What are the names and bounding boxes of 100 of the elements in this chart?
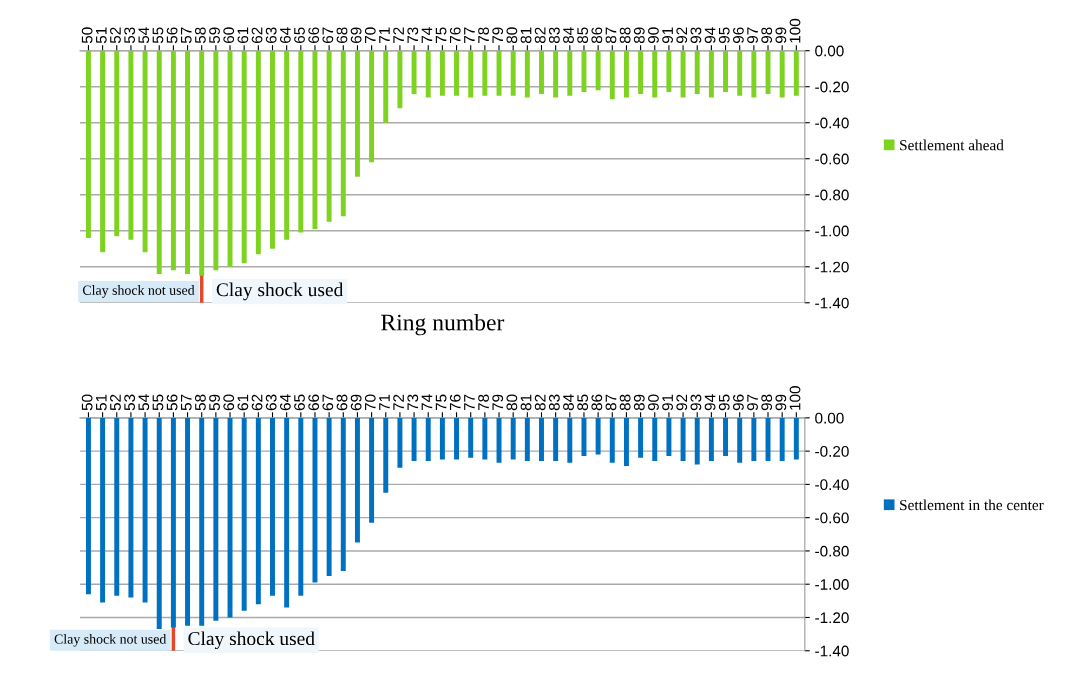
x-tick-label: 75 (435, 394, 447, 411)
x-tick-label: 91 (662, 394, 674, 411)
x-tick-label: 98 (761, 394, 773, 411)
x-tick-label: 76 (449, 27, 461, 43)
x-tick-label: 69 (350, 27, 362, 43)
x-tick-label: 93 (690, 394, 702, 411)
x-tick-label: 78 (478, 27, 489, 43)
x-tick-label: 78 (478, 394, 489, 411)
x-tick-label: 73 (407, 27, 419, 43)
x-tick-label: 85 (577, 394, 589, 411)
x-tick-label: 70 (364, 394, 376, 411)
x-tick-label: 98 (761, 27, 773, 44)
x-tick-label: 63 (265, 27, 277, 43)
x-tick-label: 76 (449, 394, 461, 411)
x-tick-label: 62 (251, 394, 263, 411)
legend-label: Settlement ahead (900, 139, 1004, 151)
x-tick-label: 52 (110, 27, 121, 44)
x-tick-label: 64 (279, 394, 291, 411)
x-tick-label: 81 (520, 394, 532, 411)
y-tick-label: -0.60 (815, 512, 849, 524)
x-tick-label: 96 (732, 27, 744, 44)
x-tick-label: 80 (506, 394, 518, 411)
x-tick-label: 88 (619, 27, 631, 44)
x-tick-label: 73 (407, 394, 419, 411)
x-tick-label: 99 (775, 27, 787, 44)
x-tick-label: 57 (180, 27, 192, 44)
x-tick-label: 77 (464, 27, 475, 43)
x-tick-label: 68 (336, 27, 348, 43)
x-tick-label: 90 (648, 27, 659, 44)
y-tick-label: -0.40 (815, 479, 849, 491)
x-tick-label: 72 (393, 394, 404, 411)
x-tick-label: 84 (563, 394, 574, 411)
x-tick-label: 58 (194, 394, 206, 411)
x-tick-label: 53 (124, 394, 136, 411)
y-tick-label: -0.60 (815, 153, 849, 165)
x-tick-label: 51 (96, 27, 107, 44)
x-tick-label: 93 (690, 27, 702, 44)
x-tick-label: 74 (421, 27, 433, 43)
x-tick-label: 96 (732, 394, 744, 411)
x-tick-label: 62 (251, 27, 263, 43)
x-tick-label: 97 (747, 394, 758, 411)
y-tick-label: -0.80 (815, 189, 849, 201)
annotation: Clay shock not used (82, 285, 195, 298)
x-tick-label: 100 (789, 386, 801, 410)
x-tick-label: 72 (393, 27, 404, 43)
y-tick-label: -1.00 (815, 225, 849, 237)
x-tick-label: 71 (379, 394, 390, 411)
x-tick-label: 90 (648, 394, 659, 411)
x-tick-label: 66 (308, 27, 320, 43)
x-tick-label: 50 (81, 394, 93, 411)
x-tick-label: 82 (534, 394, 546, 411)
y-tick-label: 0.00 (815, 412, 844, 424)
x-tick-label: 83 (548, 27, 560, 44)
annotation: Clay shock used (188, 631, 315, 650)
x-tick-label: 55 (152, 27, 164, 44)
annotation: Clay shock not used (54, 633, 167, 647)
x-tick-label: 92 (676, 27, 688, 44)
x-tick-label: 56 (166, 27, 178, 44)
x-tick-label: 57 (180, 394, 192, 411)
x-tick-label: 77 (464, 394, 475, 411)
x-tick-label: 92 (676, 394, 688, 411)
x-tick-label: 95 (718, 394, 730, 411)
x-tick-label: 81 (520, 27, 532, 44)
x-tick-label: 87 (605, 27, 617, 44)
x-tick-label: 53 (124, 27, 136, 44)
x-tick-label: 60 (223, 394, 235, 411)
x-tick-label: 91 (662, 27, 674, 44)
y-tick-label: -0.20 (815, 81, 849, 93)
x-tick-label: 88 (619, 394, 631, 411)
x-tick-label: 55 (152, 394, 164, 411)
x-tick-label: 79 (492, 394, 504, 411)
x-tick-label: 99 (775, 394, 787, 411)
x-tick-label: 71 (379, 27, 390, 43)
x-tick-label: 89 (633, 394, 645, 411)
x-tick-label: 54 (138, 27, 150, 44)
y-tick-label: -1.20 (815, 261, 849, 273)
y-tick-label: -0.80 (815, 545, 849, 557)
x-tick-label: 68 (336, 394, 348, 411)
x-tick-label: 67 (322, 27, 334, 43)
x-tick-label: 52 (110, 394, 121, 411)
x-tick-label: 94 (704, 394, 716, 411)
x-tick-label: 63 (265, 394, 277, 411)
x-tick-label: 83 (548, 394, 560, 411)
x-tick-label: 56 (166, 394, 178, 411)
x-tick-label: 80 (506, 27, 518, 44)
x-tick-label: 85 (577, 27, 589, 44)
x-tick-label: 61 (237, 394, 249, 411)
x-tick-label: 69 (350, 394, 362, 411)
x-tick-label: 60 (223, 27, 235, 43)
x-tick-label: 87 (605, 394, 617, 411)
x-tick-label: 70 (364, 27, 376, 43)
x-tick-label: 89 (633, 27, 645, 44)
x-tick-label: 67 (322, 394, 334, 411)
y-tick-label: -1.40 (815, 645, 849, 657)
x-tick-label: 74 (421, 394, 433, 411)
y-tick-label: 0.00 (815, 45, 844, 57)
x-tick-label: 66 (308, 394, 320, 411)
x-axis-title: Ring number (381, 313, 505, 336)
x-tick-label: 51 (96, 394, 107, 411)
x-tick-label: 50 (81, 27, 93, 44)
